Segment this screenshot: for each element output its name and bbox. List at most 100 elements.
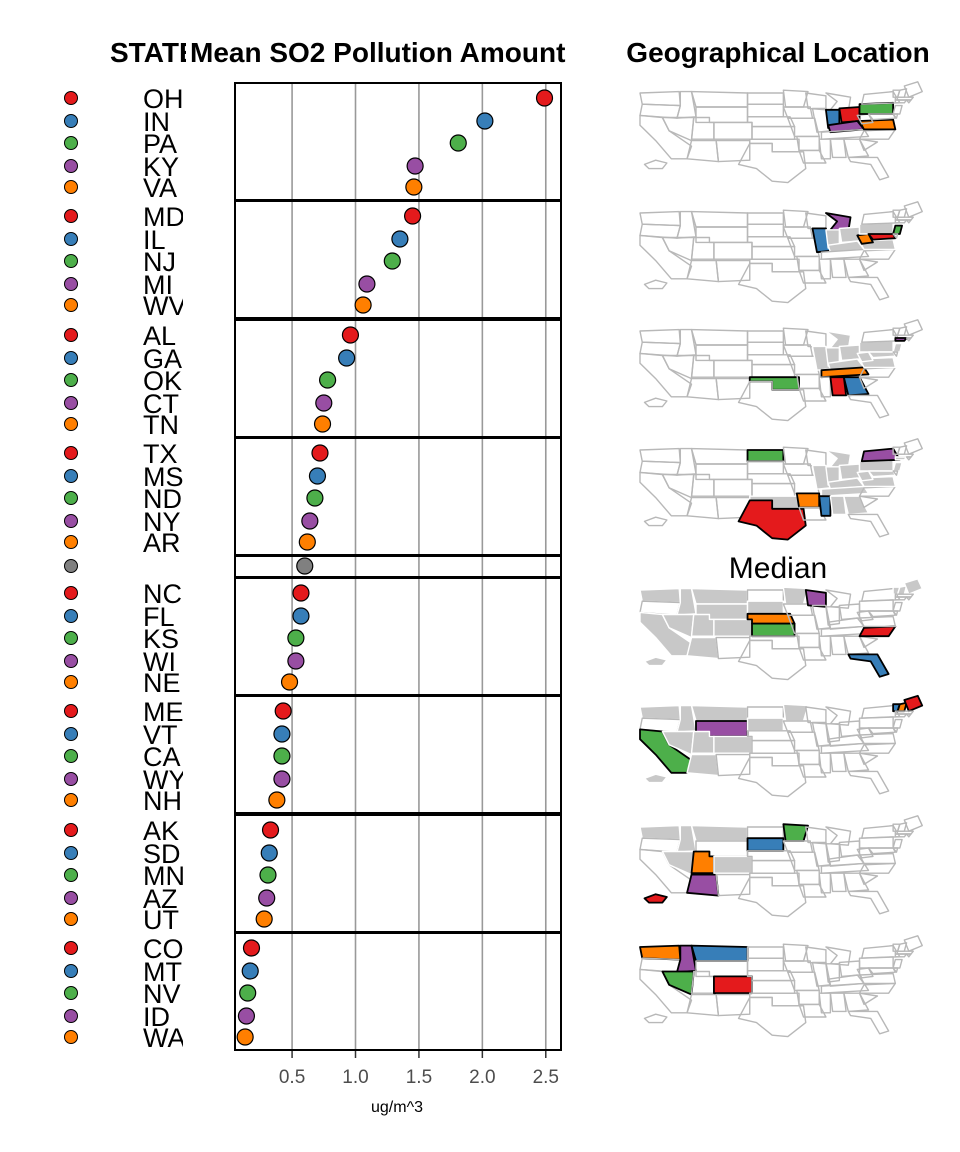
- state-mn: [783, 328, 808, 345]
- state-ct: [895, 338, 906, 341]
- state-tx: [739, 877, 806, 916]
- state-sc: [860, 496, 878, 507]
- state-tx: [739, 640, 806, 679]
- state-fl: [848, 891, 888, 913]
- state-fl: [848, 514, 888, 536]
- state-ut: [692, 238, 714, 260]
- legend-dot: [64, 586, 78, 600]
- state-label: WI: [143, 647, 176, 677]
- panel-2: [234, 200, 562, 319]
- state-ar: [797, 633, 819, 647]
- state-nj: [893, 720, 902, 728]
- state-ri: [907, 834, 911, 837]
- state-co: [714, 976, 752, 993]
- legend-dot: [64, 1009, 78, 1023]
- state-wy: [696, 345, 748, 360]
- legend-dot: [64, 136, 78, 150]
- legend-dot: [64, 446, 78, 460]
- state-ut: [692, 356, 714, 378]
- state-ny: [862, 449, 900, 462]
- state-de: [893, 728, 897, 732]
- state-ga: [844, 259, 869, 277]
- legend-dot: [64, 328, 78, 342]
- data-point: [391, 230, 409, 248]
- state-fl: [848, 771, 888, 793]
- state-ks: [752, 981, 795, 994]
- state-ak: [644, 398, 666, 406]
- data-point: [261, 821, 280, 839]
- state-nm: [716, 755, 750, 776]
- state-la: [799, 507, 826, 520]
- state-ri: [907, 100, 911, 103]
- state-mt: [692, 212, 748, 227]
- state-al: [830, 496, 846, 514]
- state-label: TX: [143, 439, 178, 469]
- state-la: [799, 150, 826, 163]
- data-point: [292, 607, 310, 625]
- state-sd: [748, 224, 784, 237]
- state-de: [893, 234, 897, 238]
- state-label: ME: [143, 697, 184, 727]
- state-wa: [640, 826, 680, 840]
- state-ct: [895, 597, 906, 600]
- state-me: [904, 82, 922, 97]
- state-al: [830, 139, 846, 157]
- legend-dot: [64, 1030, 78, 1044]
- state-la: [799, 884, 826, 897]
- state-ks: [752, 247, 795, 260]
- state-wa: [640, 449, 680, 463]
- state-ak: [644, 894, 666, 902]
- state-label: KY: [143, 152, 179, 182]
- median-panel: [234, 555, 562, 578]
- state-md: [868, 471, 895, 477]
- state-va: [860, 617, 896, 627]
- micromap-7: [640, 816, 922, 917]
- state-ri: [907, 220, 911, 223]
- state-mt: [692, 449, 748, 464]
- micromap-4: [640, 439, 922, 540]
- state-sc: [860, 139, 878, 150]
- state-label: NE: [143, 668, 181, 698]
- data-point: [273, 747, 291, 765]
- state-ms: [819, 139, 830, 159]
- state-label: SD: [143, 839, 181, 869]
- legend-dot: [64, 91, 78, 105]
- state-ks: [752, 741, 795, 754]
- state-ak: [644, 517, 666, 525]
- state-al: [830, 753, 846, 771]
- data-point: [241, 962, 259, 980]
- data-point: [318, 371, 337, 389]
- state-va: [860, 734, 896, 744]
- legend-dot: [64, 298, 78, 312]
- data-point: [280, 673, 299, 691]
- state-nj: [893, 106, 902, 114]
- legend-dot: [64, 868, 78, 882]
- state-nm: [716, 995, 750, 1016]
- state-al: [830, 377, 846, 395]
- state-sd: [748, 958, 784, 971]
- state-me: [904, 696, 922, 711]
- state-fl: [848, 277, 888, 299]
- state-in: [826, 607, 839, 625]
- state-nd: [748, 590, 784, 601]
- state-ga: [844, 873, 869, 891]
- state-ak: [644, 280, 666, 288]
- data-point: [258, 889, 276, 907]
- state-ny: [862, 826, 900, 839]
- state-nd: [748, 93, 784, 104]
- state-ak: [644, 160, 666, 168]
- state-label: MI: [143, 270, 173, 300]
- state-ut: [692, 118, 714, 140]
- state-label: OK: [143, 366, 182, 396]
- state-nm: [716, 638, 750, 659]
- state-mn: [783, 90, 808, 107]
- state-nd: [748, 827, 784, 838]
- state-nm: [716, 875, 750, 896]
- x-tick-label: 2.0: [469, 1067, 495, 1088]
- state-label: NJ: [143, 247, 176, 277]
- state-mt: [692, 330, 748, 345]
- state-nj: [893, 603, 902, 611]
- state-ct: [895, 714, 906, 717]
- state-label: UT: [143, 905, 179, 935]
- legend-dot: [64, 351, 78, 365]
